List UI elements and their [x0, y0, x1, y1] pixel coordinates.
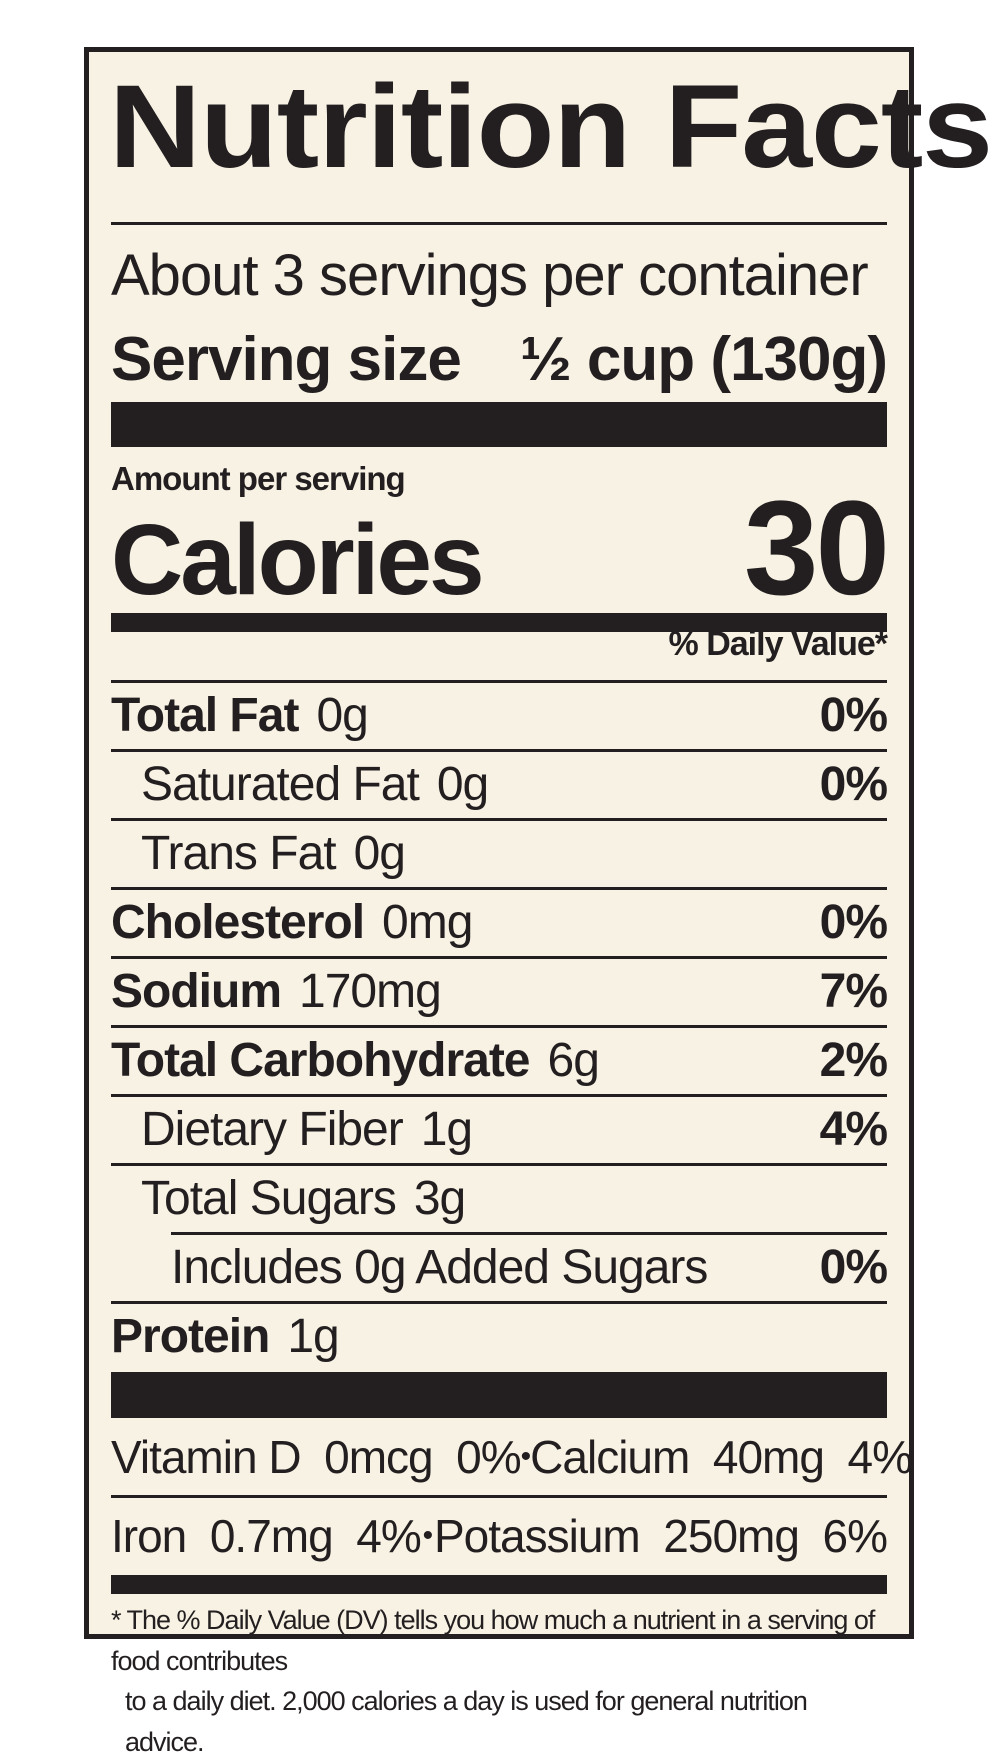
bullet-separator: • — [520, 1440, 531, 1473]
nutrient-row-dietary-fiber: Dietary Fiber 1g 4% — [111, 1097, 888, 1163]
daily-value-header: % Daily Value* — [668, 625, 888, 663]
nutrition-facts-label: Nutrition Facts About 3 servings per con… — [84, 47, 993, 1757]
nutrient-dv: 0% — [819, 758, 888, 811]
nutrient-row-trans-fat: Trans Fat 0g — [111, 821, 887, 887]
nutrient-row-total-sugars: Total Sugars 3g — [111, 1166, 887, 1232]
nutrient-dv: 2% — [819, 1034, 888, 1087]
calcium-value: Calcium 40mg 4% — [530, 1431, 913, 1483]
nutrient-amount: 170mg — [299, 965, 442, 1018]
footnote-line-2: to a daily diet. 2,000 calories a day is… — [125, 1686, 808, 1757]
nutrient-name: Sodium — [111, 965, 282, 1018]
nutrient-name: Includes 0g Added Sugars — [171, 1241, 708, 1294]
nutrient-row-sodium: Sodium 170mg 7% — [111, 959, 888, 1025]
nutrient-name: Saturated Fat — [141, 758, 420, 811]
divider — [111, 222, 887, 225]
footnote-line-1: * The % Daily Value (DV) tells you how m… — [111, 1605, 875, 1676]
nutrient-dv: 0% — [819, 689, 888, 742]
label-content: Nutrition Facts About 3 servings per con… — [109, 52, 993, 1757]
amount-per-serving: Amount per serving — [111, 460, 406, 497]
nutrient-name: Dietary Fiber — [141, 1103, 404, 1156]
label-title: Nutrition Facts — [109, 61, 993, 193]
divider — [111, 1025, 887, 1028]
nutrient-dv: 7% — [819, 965, 888, 1018]
divider — [111, 1094, 887, 1097]
servings-per-container: About 3 servings per container — [111, 243, 869, 308]
nutrient-dv: 4% — [819, 1103, 888, 1156]
nutrient-amount: 3g — [413, 1172, 466, 1225]
thick-divider — [111, 1372, 887, 1418]
nutrient-amount: 0mg — [382, 896, 473, 949]
nutrient-name: Trans Fat — [141, 827, 337, 880]
medium-divider — [111, 1575, 887, 1594]
nutrient-dv: 0% — [819, 896, 888, 949]
nutrient-row-total-fat: Total Fat 0g 0% — [111, 683, 888, 749]
nutrient-row-saturated-fat: Saturated Fat 0g 0% — [111, 752, 888, 818]
nutrient-amount: 6g — [547, 1034, 600, 1087]
thick-divider — [111, 402, 887, 447]
nutrient-dv: 0% — [819, 1241, 888, 1294]
bullet-separator: • — [422, 1519, 433, 1552]
nutrient-name: Protein — [111, 1310, 270, 1363]
divider — [111, 1163, 887, 1166]
nutrient-name: Cholesterol — [111, 896, 365, 949]
nutrient-row-total-carbohydrate: Total Carbohydrate 6g 2% — [111, 1028, 888, 1094]
calories-value: 30 — [743, 474, 890, 623]
serving-size: Serving size ½ cup (130g) — [111, 325, 888, 394]
nutrient-name: Total Carbohydrate — [111, 1034, 530, 1087]
divider — [171, 1232, 887, 1235]
divider — [111, 956, 887, 959]
divider — [111, 680, 887, 683]
calories-label: Calories — [111, 504, 485, 616]
serving-size-label: Serving size — [111, 325, 462, 394]
iron-value: Iron 0.7mg 4% — [111, 1510, 422, 1562]
divider — [111, 887, 887, 890]
vitamin-d-value: Vitamin D 0mcg 0% — [111, 1431, 522, 1483]
footnote: * The % Daily Value (DV) tells you how m… — [111, 1600, 887, 1762]
vitamin-row: Vitamin D 0mcg 0% • Calcium 40mg 4% — [111, 1419, 913, 1495]
nutrient-row-added-sugars: Includes 0g Added Sugars 0% — [111, 1235, 888, 1301]
nutrient-row-cholesterol: Cholesterol 0mg 0% — [111, 890, 888, 956]
nutrient-name: Total Sugars — [141, 1172, 397, 1225]
nutrient-amount: 1g — [420, 1103, 473, 1156]
nutrient-amount: 1g — [287, 1310, 339, 1363]
medium-divider — [111, 613, 887, 632]
vitamin-row: Iron 0.7mg 4% • Potassium 250mg 6% — [111, 1498, 888, 1574]
nutrient-name: Total Fat — [111, 689, 299, 742]
nutrient-row-protein: Protein 1g — [111, 1304, 887, 1370]
potassium-value: Potassium 250mg 6% — [433, 1510, 888, 1562]
divider — [111, 1495, 887, 1498]
divider — [111, 749, 887, 752]
divider — [111, 818, 887, 821]
nutrient-amount: 0g — [353, 827, 406, 880]
serving-size-value: ½ cup (130g) — [520, 325, 888, 394]
nutrient-amount: 0g — [316, 689, 368, 742]
divider — [111, 1301, 887, 1304]
nutrient-amount: 0g — [436, 758, 489, 811]
